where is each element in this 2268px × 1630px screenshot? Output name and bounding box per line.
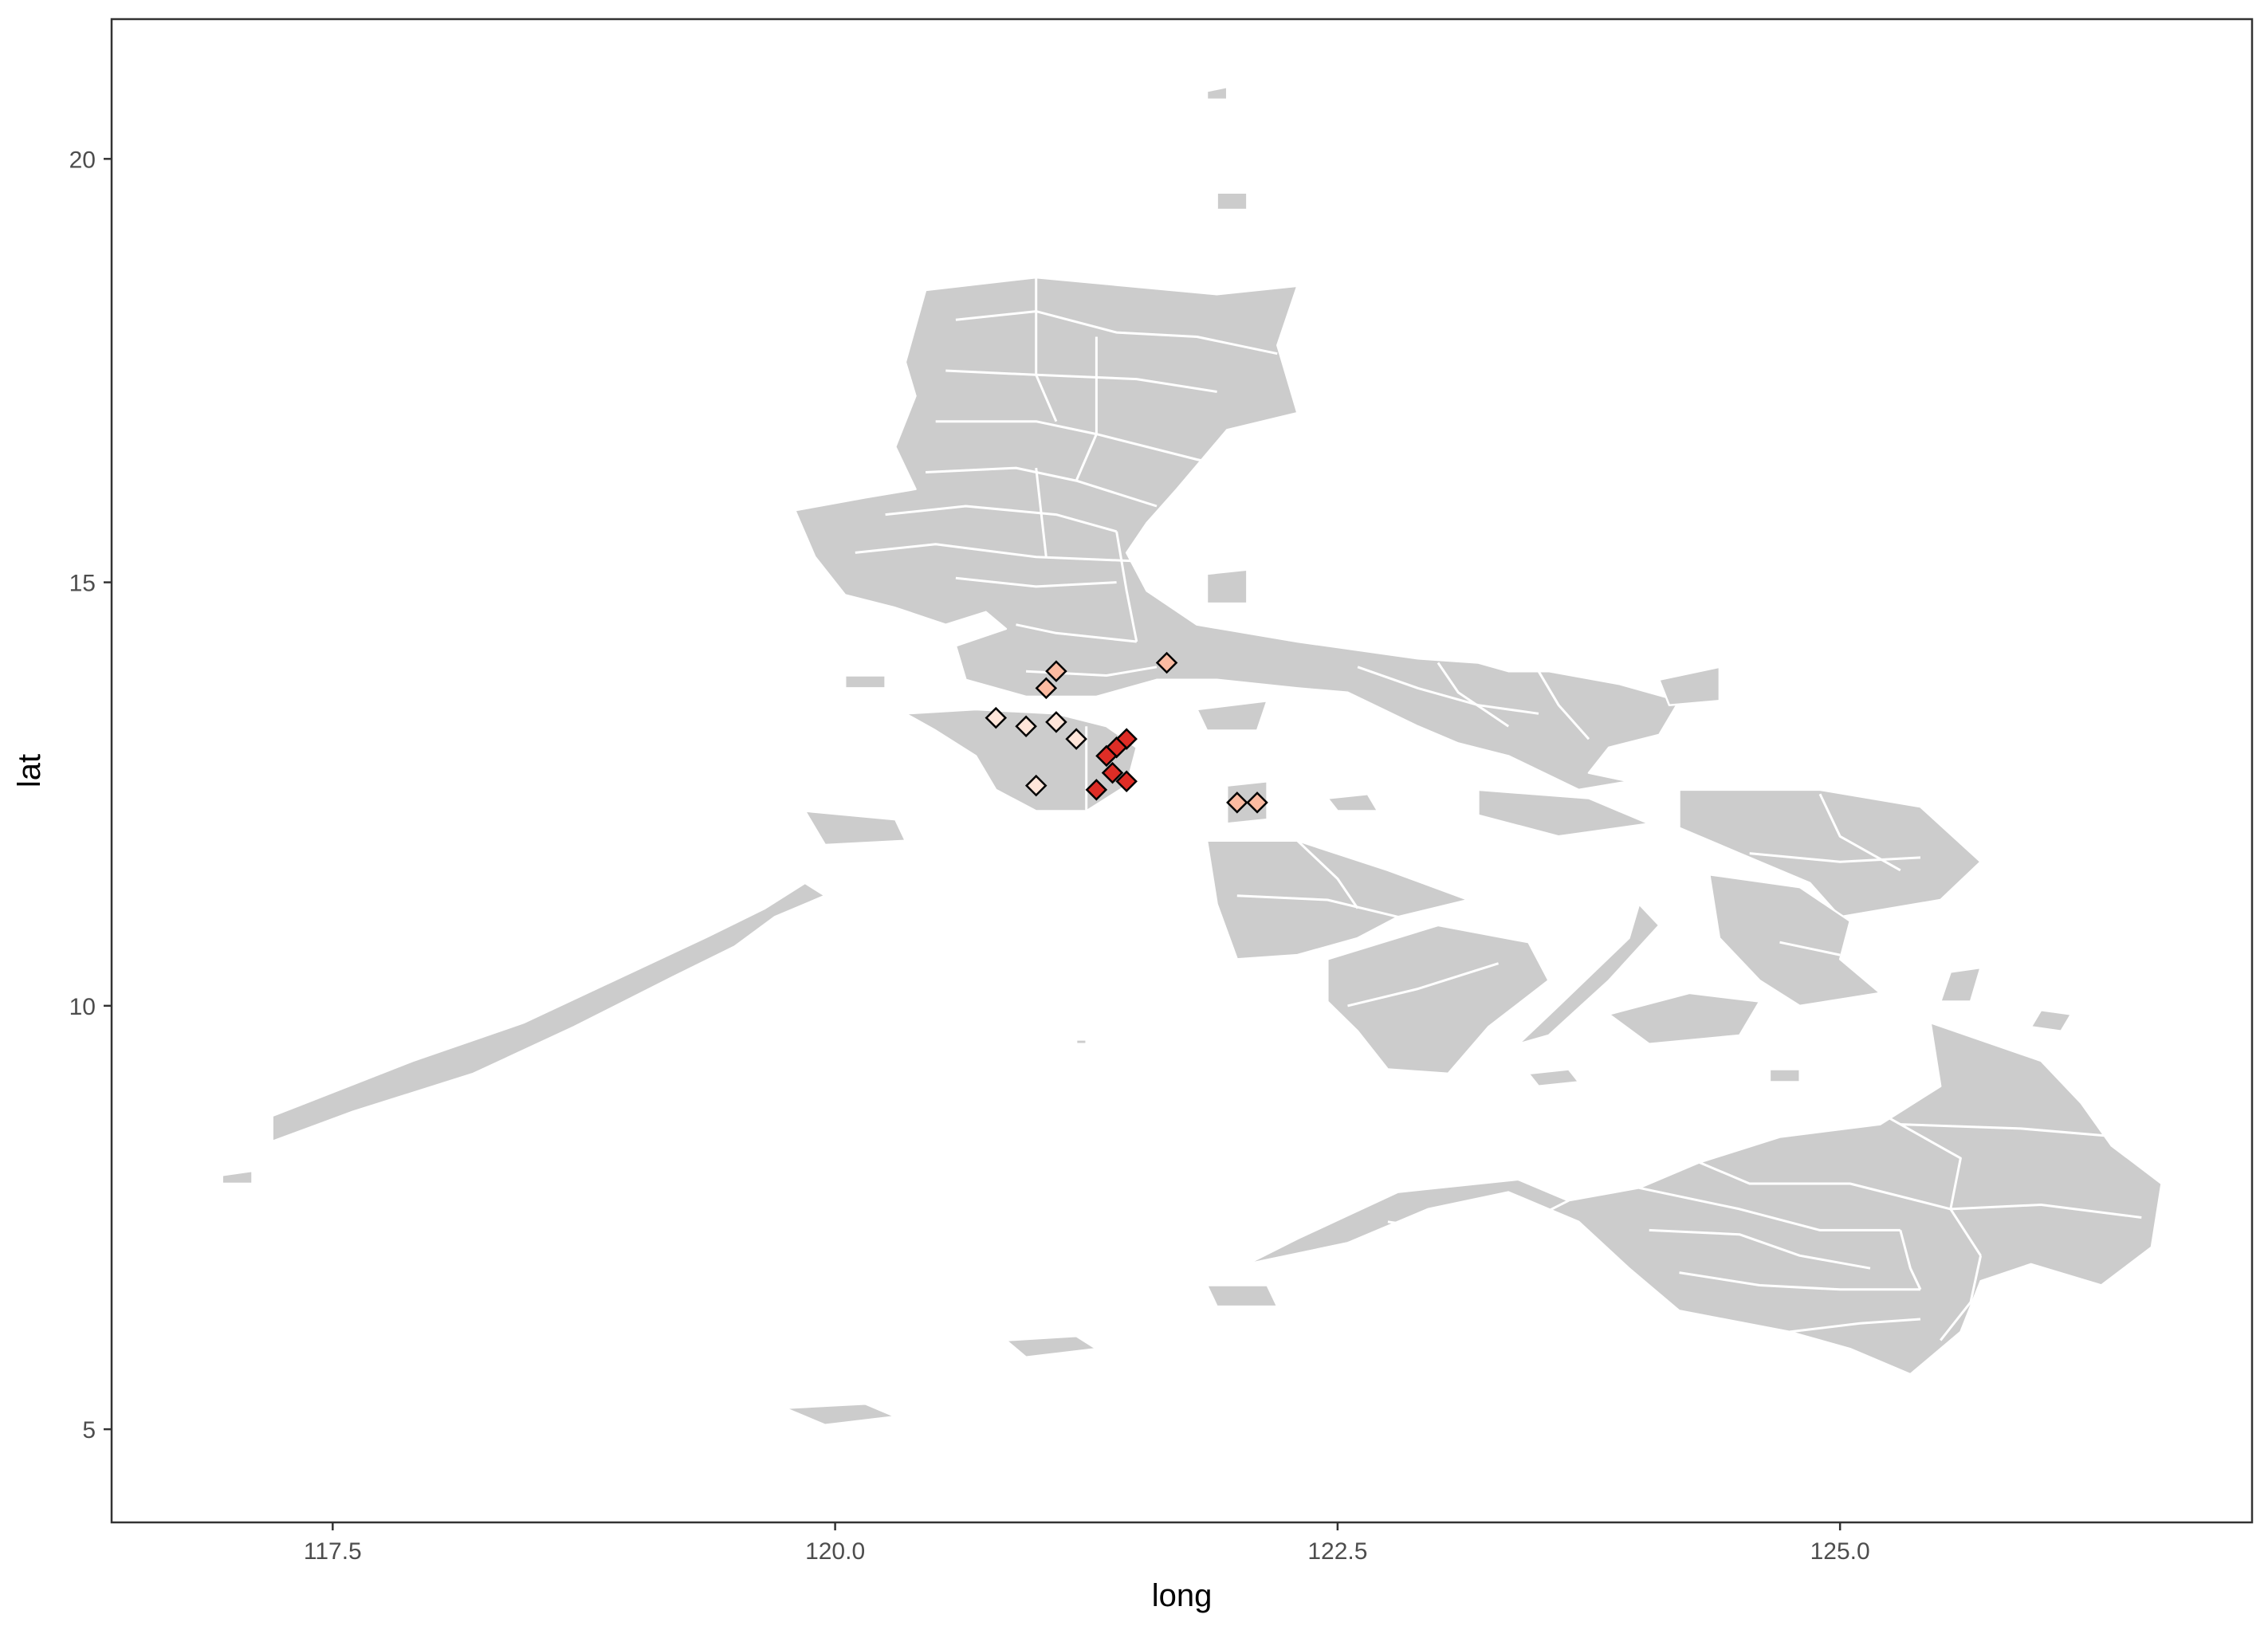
province-boundary (926, 466, 1158, 508)
region-balabac (221, 1169, 254, 1185)
basemap-regions (221, 85, 2163, 1427)
panel-border (110, 18, 2254, 1524)
data-point (1045, 711, 1067, 733)
province-boundary (1437, 662, 1510, 728)
region-palawan (271, 882, 827, 1143)
province-boundary (1537, 670, 1590, 740)
region-babuyan (1216, 191, 1248, 211)
province-boundary (1035, 467, 1048, 557)
province-boundary (1779, 941, 1841, 956)
province-boundary (1649, 1228, 1871, 1270)
province-boundary (955, 310, 1278, 355)
province-boundary (1035, 277, 1058, 422)
province-boundary (1236, 894, 1398, 918)
region-masbate (1477, 788, 1650, 838)
data-point (1045, 660, 1067, 682)
region-mindanao (1246, 1021, 2163, 1376)
region-siargao (2030, 1008, 2073, 1032)
region-panay (1205, 839, 1470, 960)
province-boundary (1900, 1123, 2122, 1138)
x-axis-ticks: 117.5 120.0 122.5 125.0 (304, 1522, 1870, 1565)
region-lubang (843, 674, 886, 689)
data-point (985, 706, 1008, 729)
basemap-boundaries (855, 277, 2142, 1341)
province-boundary (1950, 1204, 2142, 1219)
province-boundary (1347, 962, 1500, 1007)
region-bohol (1607, 992, 1761, 1045)
y-tick-label: 15 (69, 571, 96, 597)
data-point (1065, 728, 1087, 750)
province-boundary (1749, 852, 1921, 863)
y-tick-label: 5 (82, 1417, 96, 1443)
data-point (1155, 651, 1178, 674)
region-batanes (1205, 85, 1228, 101)
data-point (1024, 774, 1048, 797)
region-cebu (1517, 903, 1661, 1045)
province-boundary (1679, 1271, 1920, 1291)
region-busuanga (804, 810, 907, 846)
province-boundary (1518, 1178, 1570, 1202)
x-tick-label: 120.0 (805, 1538, 865, 1565)
data-point (1095, 744, 1118, 768)
region-polillo (1205, 568, 1248, 605)
y-tick-label: 20 (69, 147, 96, 173)
province-boundary (1940, 1255, 1983, 1341)
province-boundary (1387, 1199, 1570, 1231)
province-boundary (1347, 1237, 1509, 1244)
y-axis-ticks: 5 10 15 20 (69, 147, 112, 1443)
province-boundary (1839, 1089, 1982, 1257)
data-point (1085, 779, 1108, 801)
region-marinduque (1196, 700, 1268, 732)
x-tick-label: 122.5 (1307, 1538, 1367, 1565)
region-dinagat (1939, 966, 1982, 1003)
y-tick-label: 10 (69, 994, 96, 1020)
region-siquijor (1527, 1068, 1580, 1088)
province-boundary (1016, 623, 1137, 643)
region-camiguin (1768, 1068, 1801, 1083)
province-boundary (1357, 666, 1539, 715)
data-point (1226, 791, 1248, 814)
y-axis-title: lat (12, 754, 47, 788)
region-tawitawi (784, 1402, 897, 1427)
province-boundary (1699, 1161, 1952, 1211)
province-boundary (1789, 1318, 1921, 1333)
data-point (1115, 770, 1138, 793)
province-boundary (1899, 1230, 1922, 1290)
province-boundary (945, 369, 1217, 393)
province-boundary (885, 505, 1118, 533)
region-negros (1327, 924, 1550, 1075)
province-boundary (855, 543, 1137, 563)
region-leyte (1708, 873, 1881, 1007)
region-basilan (1205, 1284, 1279, 1308)
region-cagayancillo (1075, 1039, 1087, 1045)
region-catanduanes (1658, 666, 1721, 706)
province-boundary (1296, 839, 1359, 909)
region-luzon-main (793, 276, 1680, 791)
data-point (1101, 761, 1124, 784)
data-point (1035, 677, 1058, 700)
data-points (985, 651, 1268, 814)
x-axis-title: long (1152, 1578, 1213, 1613)
x-tick-label: 125.0 (1810, 1538, 1870, 1565)
province-boundary (955, 576, 1117, 588)
region-samar (1678, 788, 1982, 918)
data-point (1015, 715, 1037, 737)
region-sibuyan (1327, 792, 1379, 812)
region-jolo (1004, 1334, 1098, 1359)
x-tick-label: 117.5 (304, 1538, 362, 1565)
data-point (1246, 791, 1268, 814)
province-boundary (1115, 531, 1138, 642)
province-boundary (1075, 336, 1098, 481)
province-boundary (1638, 1186, 1900, 1231)
